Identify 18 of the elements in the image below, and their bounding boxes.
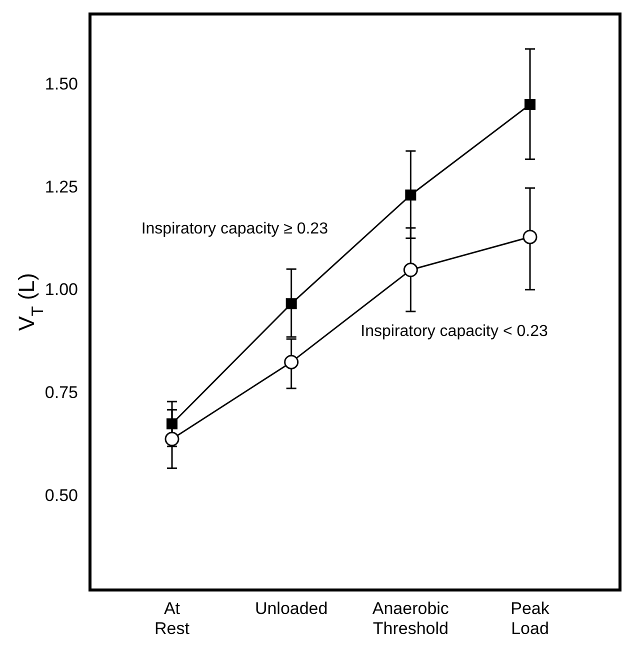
y-tick-label: 1.00	[44, 280, 78, 300]
x-tick-label: Anaerobic Threshold	[372, 599, 450, 638]
x-tick-label: Peak Load	[510, 599, 550, 638]
point	[405, 190, 416, 201]
point	[284, 354, 299, 370]
y-tick-label: 0.75	[44, 382, 78, 402]
y-tick-label: 0.50	[44, 486, 78, 505]
series-label: Inspiratory capacity ≥ 0.23	[141, 220, 328, 238]
y-tick-label: 1.25	[44, 177, 78, 196]
x-tick-label: Unloaded	[254, 599, 328, 618]
series-label: Inspiratory capacity < 0.23	[360, 322, 548, 340]
point	[164, 432, 180, 446]
point	[403, 262, 418, 278]
y-tick-label: 1.50	[44, 74, 78, 94]
point	[522, 230, 538, 244]
x-tick-label: At Rest	[154, 599, 190, 638]
point	[286, 298, 297, 310]
point	[524, 99, 536, 110]
